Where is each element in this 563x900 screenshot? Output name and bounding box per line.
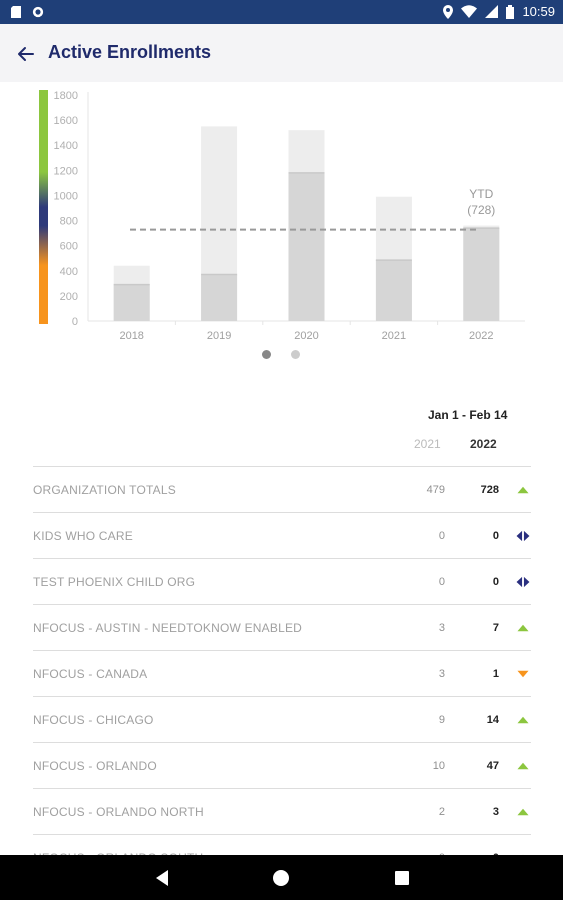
organization-list: ORGANIZATION TOTALS 479 728 KIDS WHO CARE 0 0… xyxy=(33,466,531,880)
pager-dot[interactable] xyxy=(291,350,300,359)
bar-ytd[interactable] xyxy=(375,260,412,321)
bar-ytd[interactable] xyxy=(113,284,150,321)
y-tick-label: 400 xyxy=(60,266,78,278)
ytd-annotation-label: YTD xyxy=(469,187,493,201)
clock: 10:59 xyxy=(522,4,555,19)
y-tick-label: 800 xyxy=(60,216,78,228)
pager-dot[interactable] xyxy=(262,350,271,359)
sd-card-icon xyxy=(11,6,21,18)
page-title: Active Enrollments xyxy=(48,42,212,62)
organization-name: NFOCUS - ORLANDO NORTH xyxy=(33,805,204,819)
organization-row[interactable]: NFOCUS - ORLANDO 10 47 xyxy=(33,742,531,788)
sync-circle-icon xyxy=(32,6,44,18)
location-icon xyxy=(443,4,454,19)
organization-row[interactable]: NFOCUS - ORLANDO NORTH 2 3 xyxy=(33,788,531,834)
organization-name: NFOCUS - ORLANDO xyxy=(33,759,157,773)
x-tick-label: 2022 xyxy=(469,330,493,342)
organization-row[interactable]: NFOCUS - AUSTIN - NEEDTOKNOW ENABLED 3 7 xyxy=(33,604,531,650)
value-curr-year: 1 xyxy=(492,668,499,680)
app-bar: Active Enrollments xyxy=(0,24,563,82)
value-prev-year: 3 xyxy=(438,622,445,634)
bar-ytd[interactable] xyxy=(463,228,500,321)
nav-home-icon[interactable] xyxy=(272,869,290,887)
organization-name: NFOCUS - AUSTIN - NEEDTOKNOW ENABLED xyxy=(33,621,303,635)
organization-row[interactable]: ORGANIZATION TOTALS 479 728 xyxy=(33,466,531,512)
signal-icon xyxy=(485,5,499,18)
period-label: Jan 1 - Feb 14 xyxy=(428,408,508,422)
ytd-annotation-value: (728) xyxy=(467,203,495,217)
y-tick-label: 1000 xyxy=(54,190,78,202)
value-curr-year: 0 xyxy=(492,530,499,542)
value-curr-year: 7 xyxy=(492,622,499,634)
chart-pager xyxy=(262,350,300,359)
y-tick-label: 1800 xyxy=(54,90,78,102)
organization-row[interactable]: KIDS WHO CARE 0 0 xyxy=(33,512,531,558)
organization-name: KIDS WHO CARE xyxy=(33,529,133,543)
value-prev-year: 2 xyxy=(438,806,445,818)
enrollment-chart: 0 200 400 600 800 1000 1200 1400 1600 1800 2018 20… xyxy=(39,90,525,342)
organization-name: ORGANIZATION TOTALS xyxy=(33,483,176,497)
y-tick-label: 1400 xyxy=(54,140,78,152)
wifi-icon xyxy=(461,5,478,18)
y-tick-label: 600 xyxy=(60,241,78,253)
triangle-up-icon xyxy=(517,624,529,632)
column-header-curr: 2022 xyxy=(470,437,497,451)
value-prev-year: 9 xyxy=(438,714,445,726)
column-header-prev: 2021 xyxy=(414,437,441,451)
triangle-up-icon xyxy=(517,808,529,816)
y-tick-label: 200 xyxy=(60,291,78,303)
x-tick-label: 2021 xyxy=(382,330,406,342)
triangle-up-icon xyxy=(517,486,529,494)
organization-row[interactable]: TEST PHOENIX CHILD ORG 0 0 xyxy=(33,558,531,604)
nav-recents-icon[interactable] xyxy=(393,869,411,887)
nav-back-icon[interactable] xyxy=(153,869,171,887)
diamond-split-icon xyxy=(516,576,530,588)
y-tick-label: 1600 xyxy=(54,115,78,127)
value-curr-year: 0 xyxy=(492,576,499,588)
triangle-up-icon xyxy=(517,762,529,770)
value-curr-year: 47 xyxy=(486,760,499,772)
back-arrow-icon[interactable] xyxy=(12,40,40,68)
diamond-split-icon xyxy=(516,530,530,542)
triangle-down-icon xyxy=(517,670,529,678)
x-tick-label: 2018 xyxy=(119,330,143,342)
value-curr-year: 3 xyxy=(492,806,499,818)
value-curr-year: 14 xyxy=(486,714,499,726)
bar-ytd[interactable] xyxy=(201,274,238,321)
x-tick-label: 2019 xyxy=(207,330,231,342)
value-prev-year: 479 xyxy=(426,484,445,496)
organization-name: NFOCUS - CHICAGO xyxy=(33,713,154,727)
organization-row[interactable]: NFOCUS - CHICAGO 9 14 xyxy=(33,696,531,742)
color-scale-bar xyxy=(39,90,48,324)
triangle-up-icon xyxy=(517,716,529,724)
organization-row[interactable]: NFOCUS - CANADA 3 1 xyxy=(33,650,531,696)
bar-ytd[interactable] xyxy=(288,172,325,321)
status-bar: 10:59 xyxy=(0,0,563,24)
value-prev-year: 10 xyxy=(432,760,445,772)
value-curr-year: 728 xyxy=(480,484,499,496)
navigation-bar xyxy=(0,855,563,900)
value-prev-year: 3 xyxy=(438,668,445,680)
y-tick-label: 0 xyxy=(72,316,78,328)
organization-name: NFOCUS - CANADA xyxy=(33,667,148,681)
x-tick-label: 2020 xyxy=(294,330,318,342)
battery-icon xyxy=(506,4,515,19)
organization-name: TEST PHOENIX CHILD ORG xyxy=(33,575,196,589)
value-prev-year: 0 xyxy=(438,576,445,588)
y-tick-label: 1200 xyxy=(54,165,78,177)
value-prev-year: 0 xyxy=(438,530,445,542)
